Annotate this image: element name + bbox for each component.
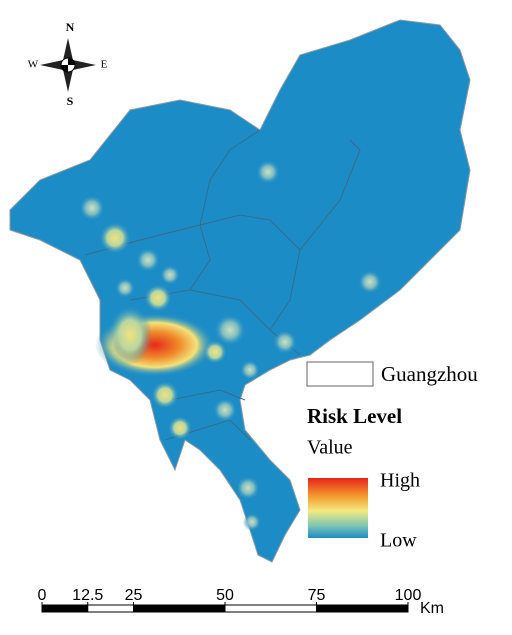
- scale-segment: [224, 604, 317, 613]
- legend-swatch: [306, 361, 374, 387]
- scale-segment: [133, 604, 226, 613]
- compass-label: S: [67, 94, 74, 108]
- scale-segment: [316, 604, 409, 613]
- scale-label: 50: [216, 587, 234, 604]
- legend-label: High: [380, 470, 420, 492]
- legend-label: Guangzhou: [381, 362, 478, 386]
- legend-label: Low: [380, 530, 417, 552]
- scale-label: 12.5: [72, 587, 103, 604]
- legend-subtitle: Value: [307, 437, 353, 459]
- scale-label: 75: [308, 587, 326, 604]
- scale-label: 0: [38, 587, 47, 604]
- compass: N S E W: [28, 20, 108, 108]
- compass-label: E: [101, 59, 108, 71]
- hotspots: [79, 160, 382, 531]
- scale-unit: Km: [420, 600, 444, 617]
- region: [9, 19, 471, 563]
- legend: Guangzhou Risk Level Value High Low: [306, 361, 478, 552]
- compass-label: W: [28, 59, 39, 71]
- scale-label: 100: [395, 587, 422, 604]
- compass-label: N: [66, 20, 75, 34]
- scale-label: 25: [125, 587, 143, 604]
- scale-segment: [41, 604, 89, 613]
- scale-segment: [87, 604, 134, 613]
- legend-title: Risk Level: [307, 404, 402, 428]
- color-ramp: [308, 478, 368, 538]
